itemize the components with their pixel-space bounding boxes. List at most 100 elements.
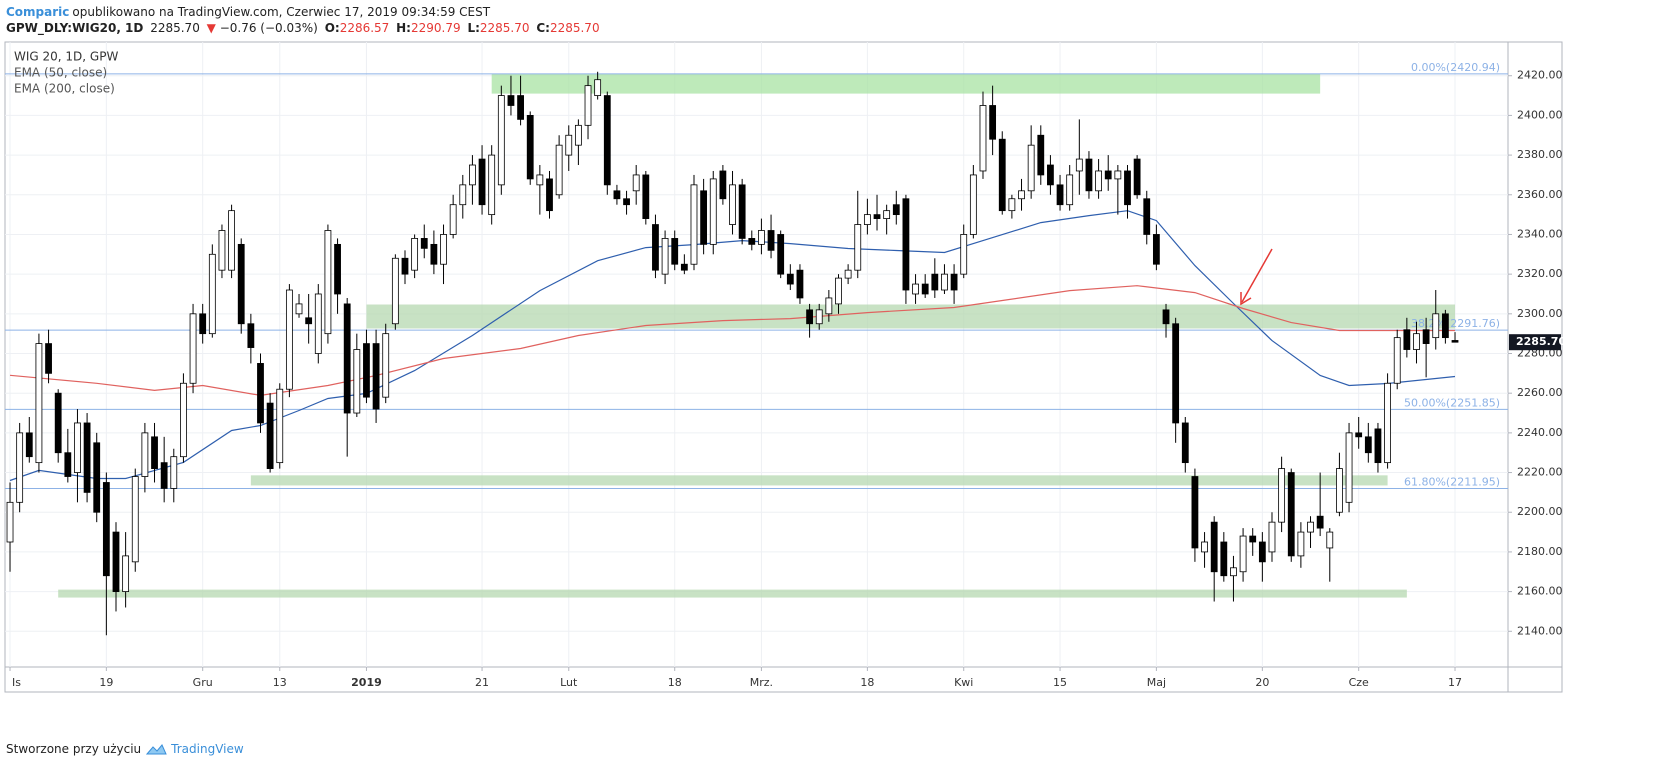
candle-body [74,422,81,473]
candle-body [334,243,341,295]
candle-body [777,234,785,275]
y-tick-label: 2240.00 [1517,426,1563,439]
candle-body [199,313,207,335]
y-tick-label: 2320.00 [1517,267,1563,280]
candle-body [1133,158,1141,196]
y-tick-label: 2200.00 [1517,505,1563,518]
x-tick-label: 18 [860,676,874,689]
x-tick-label: 15 [1053,676,1067,689]
candle-body [1393,337,1401,384]
candle-body [1230,567,1237,577]
candle-body [189,313,197,384]
candle-body [613,190,621,200]
candle-body [507,95,515,106]
chart: 0.00%(2420.94) 38.2%(2291.76) 50.00%(2251.… [4,41,1566,693]
candle-body [1413,333,1420,350]
candle-body [16,432,24,503]
footer-text: Stworzone przy użyciu [6,742,142,756]
candle-body [1095,170,1102,192]
zone [491,73,1321,94]
candle-body [941,273,948,291]
candle-body [555,144,563,196]
candle-body [295,303,303,315]
candle-body [131,476,139,563]
candle-body [1239,535,1247,573]
o-label: O: [324,21,340,35]
candle-body [960,234,968,275]
change: −0.76 (−0.03%) [219,21,318,35]
x-tick-label: Gru [193,676,213,689]
candle-body [671,238,679,265]
level-label: 0.00%(2420.94) [1411,61,1500,74]
candle-body [1104,170,1112,180]
candle-body [1085,158,1093,192]
y-tick-label: 2420.00 [1517,69,1563,82]
x-tick-label: Mrz. [750,676,773,689]
last-price-tag [1509,334,1561,351]
l: 2285.70 [479,21,530,35]
footer-brand[interactable]: TradingView [171,742,244,756]
candle-body [863,214,871,225]
candle-body [45,343,52,374]
c-label: C: [536,21,550,35]
candle-body [632,174,640,192]
candle-body [228,210,235,271]
x-tick-label: Cze [1349,676,1369,689]
candle-body [1162,309,1170,325]
candle-body [1220,541,1228,577]
x-tick-label: 17 [1448,676,1462,689]
levels: 0.00%(2420.94) 38.2%(2291.76) 50.00%(2251.… [5,61,1508,490]
candle-body [844,269,852,279]
candle-body [102,482,110,577]
candle-body [603,95,611,186]
candle-body [815,309,823,325]
candle-body [372,343,380,410]
zone [250,475,1388,486]
candle-body [449,204,457,235]
candle-body [892,204,900,216]
x-tick-label: Is [12,676,21,689]
candles [6,71,1459,636]
candle-body [719,170,727,200]
author[interactable]: Comparic [6,5,70,19]
arrow-head [1240,292,1252,306]
candle-body [430,243,438,265]
candle-body [1384,382,1391,464]
candle-body [1027,144,1035,192]
y-tick-label: 2140.00 [1517,624,1563,637]
candle-body [825,297,833,315]
l-label: L: [467,21,480,35]
candle-body [1249,535,1257,543]
candle-body [151,436,158,469]
o: 2286.57 [339,21,390,35]
candle-body [1297,531,1305,557]
candle-body [1307,521,1314,533]
candle-body [54,392,62,454]
level-label: 61.80%(2211.95) [1404,476,1500,489]
last-price-label: 2285.70 [1516,335,1566,348]
candle-body [1345,432,1353,503]
x-tick-label: 18 [668,676,682,689]
candle-body [786,273,794,285]
candle-body [931,273,939,291]
candle-body [112,531,120,593]
level-label: 50.00%(2251.85) [1404,396,1500,409]
x-tick-label: Lut [560,676,578,689]
chart-title: WIG 20, 1D, GPW [14,50,118,64]
candle-body [1316,515,1324,529]
legend: EMA (50, close) EMA (200, close) [14,66,115,96]
candle-body [1422,329,1430,344]
candle-body [1075,158,1083,172]
candle-body [979,105,987,172]
x-tick-label: Kwi [954,676,973,689]
candle-body [969,174,977,235]
candle-body [526,115,534,180]
y-tick-label: 2260.00 [1517,386,1563,399]
y-tick-label: 2220.00 [1517,466,1563,479]
candle-body [1364,436,1372,454]
candle-body [738,184,746,239]
candle-body [921,283,929,295]
candle-body [767,230,775,251]
c: 2285.70 [549,21,600,35]
